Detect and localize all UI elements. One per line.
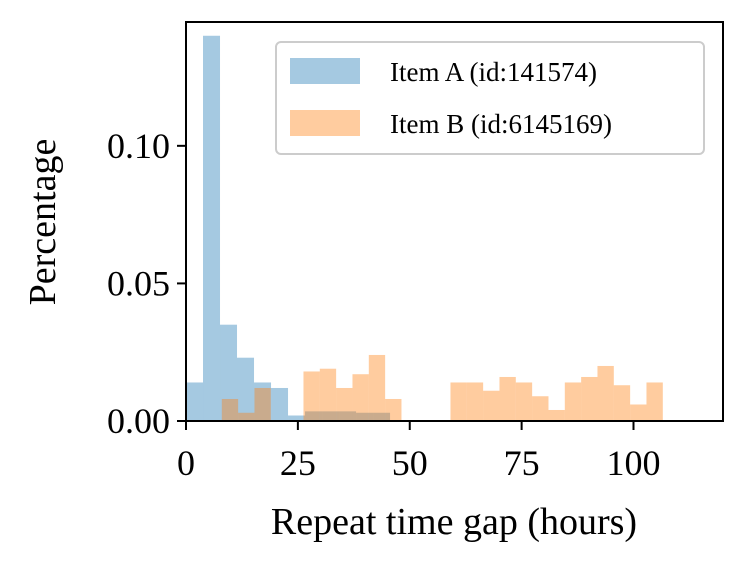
histogram-bar xyxy=(499,376,516,421)
histogram-bar xyxy=(288,415,306,421)
legend-swatch-item-b xyxy=(290,110,360,136)
x-tick-label: 75 xyxy=(504,443,540,483)
histogram-bar xyxy=(203,35,221,422)
histogram-bar xyxy=(373,412,391,421)
bars-item-a xyxy=(186,35,391,422)
y-axis-title: Percentage xyxy=(22,139,64,306)
legend-box xyxy=(275,41,705,155)
histogram-bar xyxy=(352,374,369,421)
histogram-bar xyxy=(466,382,484,421)
y-tick-label: 0.00 xyxy=(107,401,170,441)
y-axis: 0.00 0.05 0.10 xyxy=(107,126,186,441)
histogram-bar xyxy=(515,382,533,421)
x-tick-label: 0 xyxy=(177,443,195,483)
histogram-bar xyxy=(254,382,272,421)
bars-item-b xyxy=(221,354,663,421)
y-tick-label: 0.10 xyxy=(107,126,170,166)
legend-label-item-a: Item A (id:141574) xyxy=(390,57,597,87)
histogram-bar xyxy=(339,411,357,421)
histogram-bar xyxy=(548,409,565,421)
histogram-bar xyxy=(613,385,631,421)
histogram-bar xyxy=(221,398,239,421)
histogram-bar xyxy=(630,404,647,421)
legend-swatch-item-a xyxy=(290,58,360,84)
histogram-bar xyxy=(597,365,614,421)
histogram-bar xyxy=(254,387,271,421)
histogram-bar xyxy=(646,382,663,421)
histogram-bar xyxy=(322,411,340,421)
x-tick-label: 50 xyxy=(392,443,428,483)
histogram-bar xyxy=(271,387,289,421)
histogram-bar xyxy=(356,412,374,421)
x-tick-label: 100 xyxy=(607,443,661,483)
histogram-bar xyxy=(368,354,386,421)
histogram-bar xyxy=(450,382,467,421)
histogram-bar xyxy=(564,382,582,421)
x-axis: 0 25 50 75 100 xyxy=(177,421,661,483)
x-axis-title: Repeat time gap (hours) xyxy=(271,501,637,543)
histogram-bar xyxy=(238,412,255,421)
y-tick-label: 0.05 xyxy=(107,263,170,303)
histogram-bar xyxy=(385,398,402,421)
histogram-bar xyxy=(336,387,353,421)
histogram-bar xyxy=(532,396,549,421)
histogram-bar xyxy=(483,390,500,421)
histogram-bar xyxy=(186,382,204,421)
histogram-bar xyxy=(303,371,320,421)
histogram-bar xyxy=(220,324,238,421)
histogram-bar xyxy=(319,368,337,421)
histogram-bar xyxy=(581,376,598,421)
x-tick-label: 25 xyxy=(280,443,316,483)
legend-label-item-b: Item B (id:6145169) xyxy=(390,109,612,139)
histogram-bar xyxy=(237,357,255,421)
plot-frame xyxy=(185,21,724,422)
histogram-bar xyxy=(305,411,323,421)
legend: Item A (id:141574) Item B (id:6145169) xyxy=(275,41,705,155)
